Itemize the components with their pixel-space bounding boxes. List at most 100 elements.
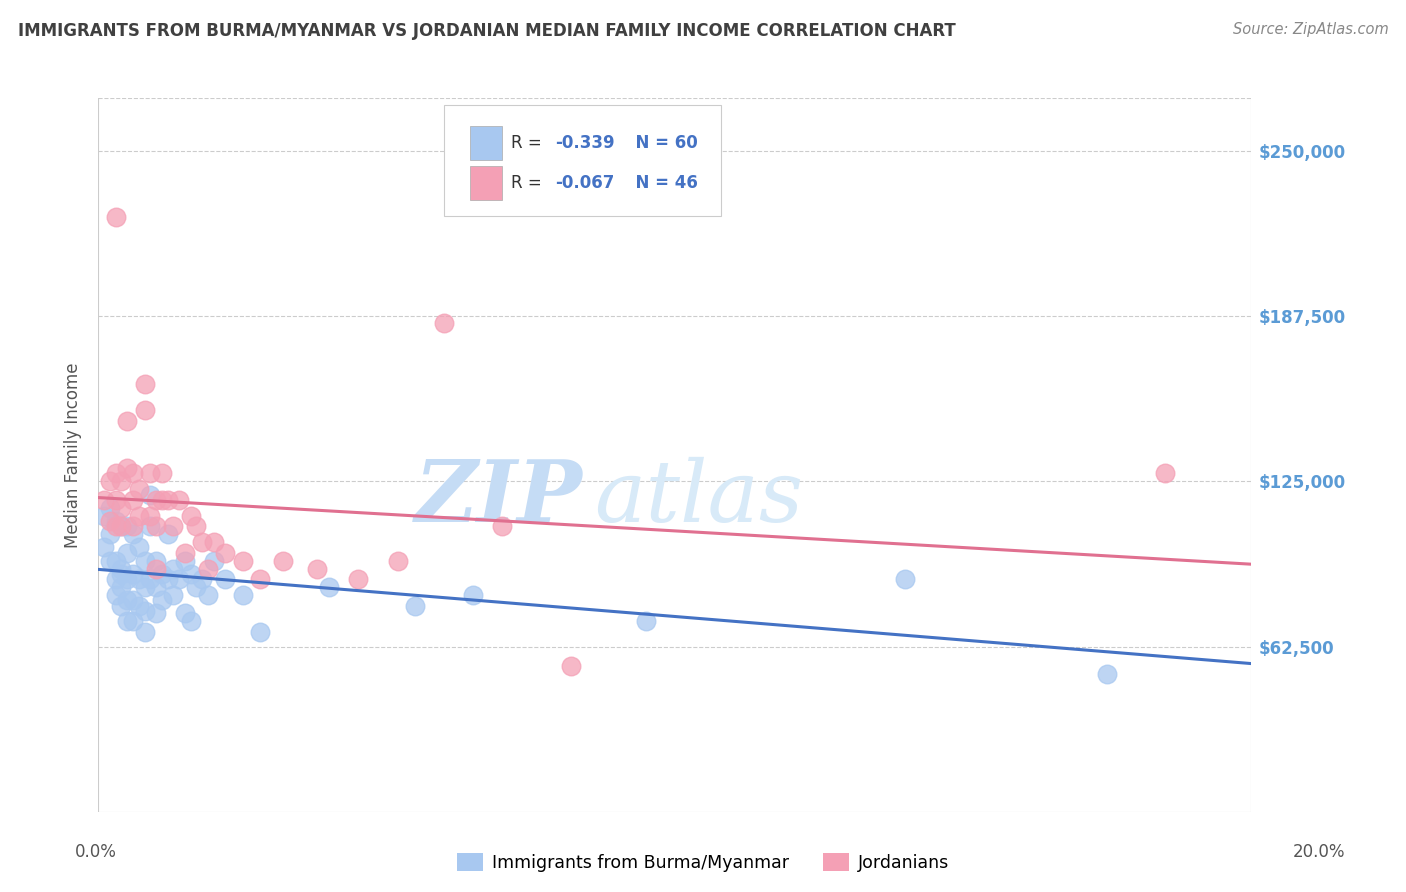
Point — [214, 572, 236, 586]
Point — [145, 607, 167, 621]
Point — [110, 519, 132, 533]
Point — [1097, 667, 1119, 681]
Point — [139, 572, 162, 586]
Point — [110, 599, 132, 613]
Point — [134, 625, 156, 640]
Point — [117, 413, 139, 427]
Bar — [470, 126, 502, 161]
Point — [98, 554, 121, 568]
Point — [98, 475, 121, 489]
Point — [197, 588, 219, 602]
Point — [122, 467, 145, 481]
Point — [104, 467, 127, 481]
Point — [128, 508, 150, 523]
Point — [180, 615, 202, 629]
Point — [162, 561, 184, 575]
Point — [139, 467, 162, 481]
Point — [186, 580, 208, 594]
Text: -0.339: -0.339 — [555, 134, 614, 152]
Point — [197, 561, 219, 575]
Text: R =: R = — [512, 174, 547, 192]
Point — [122, 566, 145, 581]
Point — [1154, 467, 1177, 481]
Point — [139, 519, 162, 533]
Point — [110, 561, 132, 575]
Point — [231, 554, 254, 568]
Point — [174, 546, 197, 560]
Point — [98, 527, 121, 541]
Text: R =: R = — [512, 134, 547, 152]
Point — [346, 572, 368, 586]
Point — [167, 572, 190, 586]
Point — [145, 580, 167, 594]
Text: N = 60: N = 60 — [624, 134, 697, 152]
Point — [128, 483, 150, 497]
Point — [150, 467, 173, 481]
Point — [150, 492, 173, 507]
Point — [180, 508, 202, 523]
Point — [117, 546, 139, 560]
Point — [318, 580, 340, 594]
Point — [128, 541, 150, 555]
Point — [117, 461, 139, 475]
Text: Source: ZipAtlas.com: Source: ZipAtlas.com — [1233, 22, 1389, 37]
Point — [433, 316, 456, 330]
Point — [156, 572, 179, 586]
Point — [191, 572, 214, 586]
Point — [117, 615, 139, 629]
Point — [156, 527, 179, 541]
Point — [150, 566, 173, 581]
Point — [104, 519, 127, 533]
Point — [180, 566, 202, 581]
Point — [110, 519, 132, 533]
Point — [167, 492, 190, 507]
Point — [145, 554, 167, 568]
Point — [93, 508, 115, 523]
Point — [249, 625, 271, 640]
Point — [122, 492, 145, 507]
Y-axis label: Median Family Income: Median Family Income — [65, 362, 83, 548]
Text: ZIP: ZIP — [415, 456, 582, 540]
Point — [145, 492, 167, 507]
Point — [139, 487, 162, 501]
Point — [98, 500, 121, 515]
Text: atlas: atlas — [595, 457, 803, 539]
Point — [174, 607, 197, 621]
Point — [104, 554, 127, 568]
Point — [134, 376, 156, 391]
Point — [104, 588, 127, 602]
Point — [122, 519, 145, 533]
Point — [122, 593, 145, 607]
Point — [145, 519, 167, 533]
Point — [249, 572, 271, 586]
Point — [104, 514, 127, 528]
Text: -0.067: -0.067 — [555, 174, 614, 192]
Point — [110, 580, 132, 594]
Point — [145, 561, 167, 575]
Text: 0.0%: 0.0% — [75, 843, 117, 861]
Point — [93, 492, 115, 507]
Point — [202, 535, 225, 549]
Point — [104, 492, 127, 507]
Point — [461, 588, 484, 602]
Point — [560, 659, 582, 673]
Text: N = 46: N = 46 — [624, 174, 697, 192]
Point — [231, 588, 254, 602]
Point — [186, 519, 208, 533]
Legend: Immigrants from Burma/Myanmar, Jordanians: Immigrants from Burma/Myanmar, Jordanian… — [450, 847, 956, 879]
Point — [122, 615, 145, 629]
Point — [405, 599, 427, 613]
Point — [191, 535, 214, 549]
Text: IMMIGRANTS FROM BURMA/MYANMAR VS JORDANIAN MEDIAN FAMILY INCOME CORRELATION CHAR: IMMIGRANTS FROM BURMA/MYANMAR VS JORDANI… — [18, 22, 956, 40]
Point — [150, 593, 173, 607]
Point — [134, 554, 156, 568]
Point — [174, 554, 197, 568]
Text: 20.0%: 20.0% — [1292, 843, 1346, 861]
Point — [636, 615, 658, 629]
FancyBboxPatch shape — [444, 105, 721, 216]
Point — [117, 519, 139, 533]
Point — [93, 541, 115, 555]
Point — [134, 580, 156, 594]
Point — [134, 604, 156, 618]
Point — [894, 572, 917, 586]
